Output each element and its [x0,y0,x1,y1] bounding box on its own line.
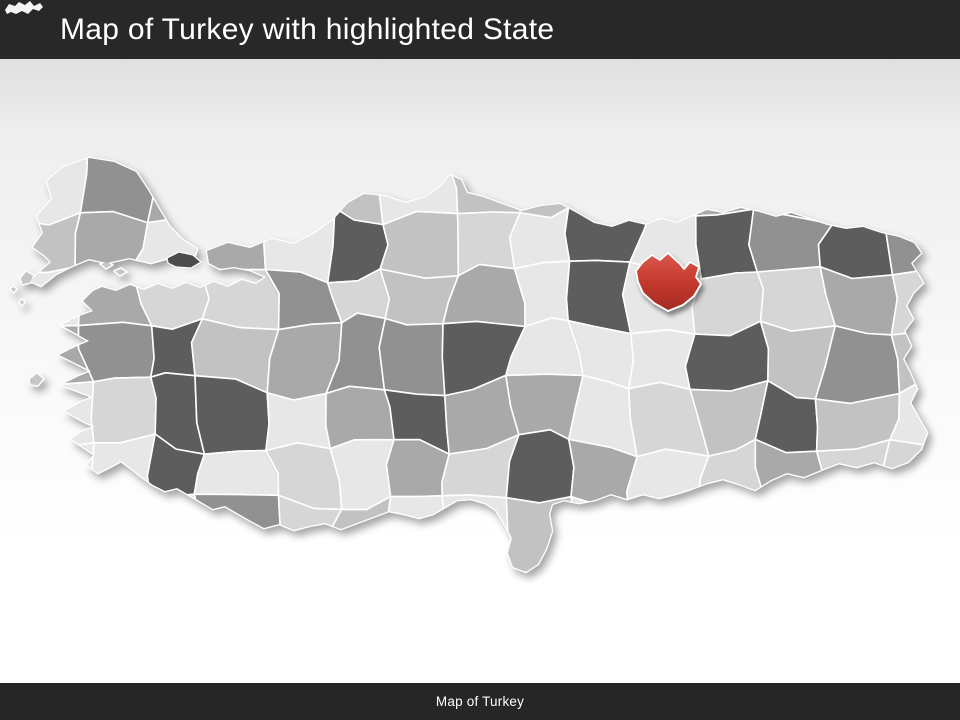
province-cell [626,448,710,513]
province-cell [694,208,759,280]
province-cell [505,428,575,504]
province-cell [890,264,927,336]
province-cell [260,549,326,572]
province-cell [143,493,212,569]
province-cell [506,569,588,572]
aegean-island [9,285,18,294]
province-cell [567,158,653,211]
province-cell [77,321,155,383]
province-cell [758,549,838,572]
province-cell [815,438,891,513]
province-cell [642,558,713,572]
province-cell [381,494,451,562]
province-mosaic [30,158,927,572]
aegean-island [28,372,45,387]
province-cell [30,158,89,226]
province-cell [193,493,282,569]
province-cell [90,376,157,444]
slide-title: Map of Turkey with highlighted State [60,13,555,46]
province-cell [831,549,887,572]
province-cell [694,158,777,217]
province-cell [378,317,446,397]
marmara-island [113,267,128,277]
province-cell [30,441,95,511]
istanbul-province [166,251,203,269]
province-cell [193,449,280,497]
province-cell [381,551,452,572]
province-cell [146,158,219,224]
province-cell [30,553,86,572]
highlighted-state-shape [635,252,702,312]
province-cell [256,158,342,209]
province-cell [570,495,651,571]
province-cell [582,558,651,572]
aegean-island [18,298,26,307]
province-cell [829,491,887,562]
province-cell [890,329,927,395]
province-cell [72,560,152,572]
province-cell [379,210,460,280]
province-cell [627,328,696,391]
province-cell [265,391,332,452]
province-cell [697,566,775,572]
province-cell [30,380,95,451]
province-cell [827,158,895,225]
province-cell [442,558,526,572]
mini-map-shape [5,1,43,14]
province-cell [200,560,280,572]
province-cell [758,501,838,569]
footer-label: Map of Turkey [435,694,525,709]
province-cell [697,501,767,572]
province-cell [878,491,927,570]
province-cell [441,494,509,572]
province-cell [318,549,402,572]
province-cell [208,158,273,223]
province-cell [817,201,894,280]
province-cell [508,207,571,270]
footer-bar: Map of Turkey [0,683,960,720]
province-cell [505,495,587,572]
province-cell [877,158,927,211]
province-cell [30,490,86,572]
province-cell [876,556,927,572]
province-cell [512,158,577,219]
mini-map-icon [5,1,43,14]
province-cell [142,558,215,572]
province-cell [75,505,154,572]
province-cell [627,500,707,569]
province-cell [200,202,273,271]
province-cell [752,158,834,225]
province-cell [633,158,714,217]
title-bar: Map of Turkey with highlighted State [0,0,960,59]
